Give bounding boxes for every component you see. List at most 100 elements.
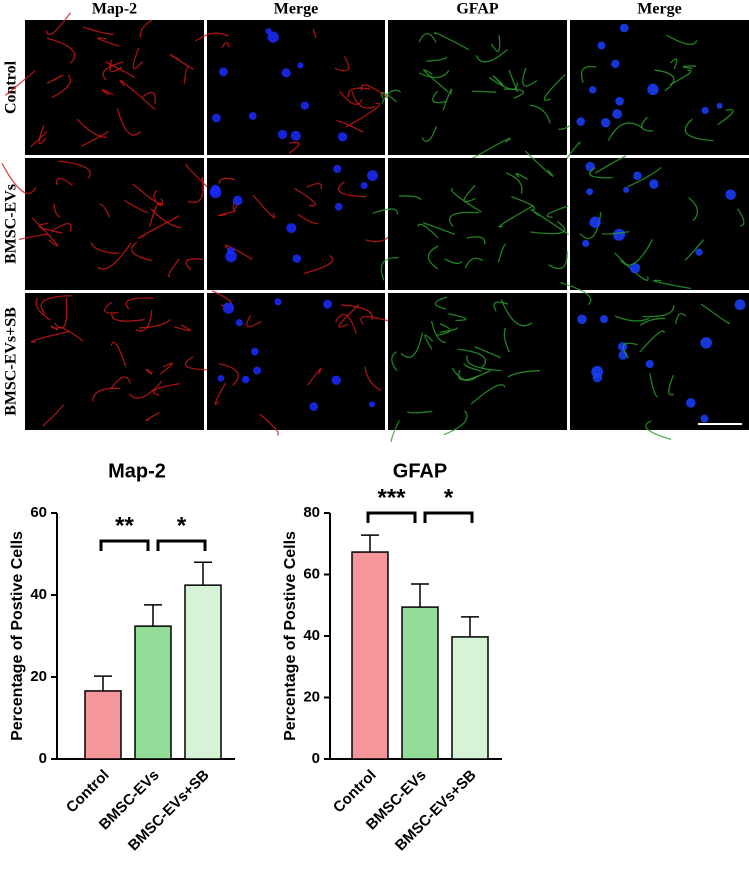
- process: [451, 188, 482, 213]
- nucleus: [290, 130, 301, 141]
- row-label: BMSC-EVs: [3, 184, 20, 264]
- process: [42, 403, 65, 427]
- process: [340, 304, 373, 321]
- process: [507, 370, 541, 378]
- process: [427, 245, 439, 270]
- column-header: GFAP: [456, 1, 499, 18]
- column-header: Map-2: [92, 1, 137, 18]
- process: [620, 239, 654, 266]
- process: [259, 413, 279, 436]
- micrograph: [570, 293, 749, 430]
- nucleus: [700, 337, 712, 349]
- process: [110, 341, 127, 368]
- process: [347, 87, 371, 98]
- process: [303, 255, 334, 275]
- process: [737, 208, 745, 227]
- process: [119, 79, 156, 110]
- nucleus: [225, 250, 237, 263]
- process: [700, 303, 730, 324]
- process: [306, 182, 323, 190]
- process: [688, 197, 699, 222]
- nucleus: [369, 401, 376, 408]
- nucleus: [333, 164, 342, 173]
- micrograph: [207, 158, 385, 290]
- process: [58, 160, 91, 179]
- process: [422, 221, 456, 235]
- process: [548, 251, 568, 270]
- process: [288, 141, 300, 154]
- process: [524, 150, 554, 177]
- nucleus: [217, 374, 225, 382]
- process: [493, 301, 509, 312]
- y-tick-label: 20: [30, 668, 47, 685]
- process: [391, 351, 398, 372]
- process: [380, 257, 399, 281]
- micrograph-cells: [209, 164, 397, 275]
- micrograph: [25, 293, 204, 430]
- nucleus: [334, 202, 343, 211]
- process: [682, 65, 697, 70]
- process: [684, 118, 714, 142]
- y-axis-label: Percentage of Postive Cells: [282, 531, 299, 741]
- nucleus: [629, 262, 641, 274]
- process: [458, 369, 491, 381]
- column-header: Merge: [637, 1, 681, 18]
- process: [99, 203, 111, 218]
- process: [307, 367, 322, 386]
- nucleus: [619, 23, 629, 33]
- process: [76, 118, 107, 138]
- process: [116, 108, 142, 136]
- process: [511, 196, 536, 211]
- process: [474, 346, 502, 359]
- process: [503, 88, 525, 99]
- process: [463, 363, 482, 372]
- micrograph: [388, 293, 567, 430]
- significance-label: ***: [377, 484, 406, 511]
- x-tick-label: Control: [330, 767, 380, 817]
- nucleus: [232, 195, 243, 206]
- process: [4, 70, 36, 96]
- process: [96, 37, 120, 47]
- nucleus: [600, 118, 611, 128]
- process: [505, 172, 523, 194]
- nucleus: [647, 83, 659, 96]
- nucleus: [701, 106, 709, 115]
- process: [1, 163, 37, 194]
- micrograph: [207, 293, 385, 430]
- nucleus: [309, 402, 319, 411]
- process: [522, 67, 538, 87]
- process: [38, 124, 47, 145]
- nucleus: [360, 181, 368, 190]
- process: [530, 220, 566, 235]
- bar: [451, 636, 489, 760]
- nucleus: [685, 398, 696, 408]
- y-tick-label: 60: [303, 565, 320, 582]
- y-tick-label: 20: [303, 688, 320, 705]
- process: [614, 252, 649, 281]
- process: [139, 19, 153, 38]
- column-header: Merge: [274, 1, 318, 18]
- process: [398, 195, 422, 201]
- process: [380, 92, 398, 103]
- micrograph-cells: [4, 12, 194, 148]
- process: [252, 194, 276, 219]
- micrograph-cells: [380, 32, 588, 160]
- process: [217, 210, 237, 217]
- process: [45, 12, 71, 36]
- process: [360, 315, 390, 325]
- process: [580, 65, 597, 84]
- nucleus: [576, 117, 586, 126]
- y-tick-label: 40: [303, 627, 320, 644]
- process: [532, 210, 570, 236]
- nucleus: [716, 102, 723, 109]
- process: [627, 166, 662, 188]
- micrograph: [388, 20, 567, 155]
- process: [351, 91, 376, 109]
- process: [543, 74, 566, 101]
- process: [246, 315, 262, 328]
- process: [601, 231, 630, 235]
- nucleus: [582, 239, 590, 248]
- process: [338, 304, 360, 328]
- process: [345, 102, 381, 128]
- process: [645, 420, 672, 440]
